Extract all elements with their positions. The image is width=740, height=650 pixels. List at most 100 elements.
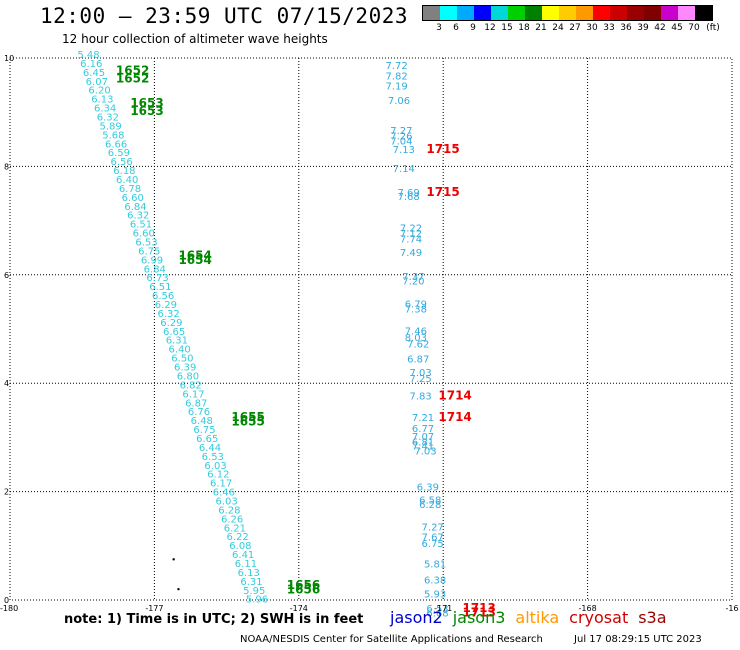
legend-swatch [491,6,508,20]
track-1-wave-height: 6.53 [135,238,157,249]
legend-swatch [457,6,474,20]
track-1-wave-height: 6.59 [108,148,130,159]
track-2-wave-height: 5.81 [424,559,446,570]
legend-swatch [593,6,610,20]
legend-label: 39 [637,23,649,33]
track-1-wave-height: 6.82 [180,380,202,391]
track-1-wave-height: 6.31 [240,577,262,588]
legend-label: 18 [518,23,530,33]
track-1-wave-height: 6.78 [119,184,141,195]
legend-labels: 3 6 9 12 15 18 21 24 27 30 33 36 39 42 45 70 (ft) [422,21,720,33]
track-1-wave-height: 6.18 [113,166,135,177]
track-1-wave-height: 6.87 [185,398,207,409]
legend-label: 45 [671,23,683,33]
track-1-wave-height: 6.40 [169,345,191,356]
legend-swatch [610,6,627,20]
footer: NOAA/NESDIS Center for Satellite Applica… [240,634,702,645]
track-2-wave-height: 7.07 [412,432,434,443]
track-2-wave-height: 8.03 [405,333,427,344]
legend-label: 15 [501,23,513,33]
grid-layer [9,57,733,601]
legend-swatch [644,6,661,20]
x-tick-label: -168 [579,604,597,613]
y-tick-label: 6 [4,271,9,280]
legend-swatch [661,6,678,20]
track-1-wave-height: 5.48 [77,50,99,61]
track-1-time-label: 1656 [287,578,320,592]
track-1-wave-height: 6.26 [221,514,243,525]
track-1-wave-height: 5.89 [99,121,121,132]
track-1-wave-height: 5.68 [102,130,124,141]
track-1-wave-height: 6.84 [124,202,146,213]
track-1-wave-height: 6.32 [127,211,149,222]
track-1-wave-height: 6.22 [227,532,249,543]
track-2-wave-height: 7.27 [422,523,444,534]
track-1-time-label: 1656 [287,582,320,596]
track-1-wave-height: 6.34 [94,104,116,115]
legend-label: 30 [586,23,598,33]
track-1-wave-height: 6.66 [105,139,127,150]
track-2-wave-height: 6.39 [417,483,439,494]
track-2-wave-height: 6.87 [407,355,429,366]
track-1-wave-height: 6.20 [88,86,110,97]
track-2-wave-height: 7.13 [393,145,415,156]
track-1-wave-height: 6.75 [193,425,215,436]
track-1-time-label: 1652 [116,63,149,77]
satellite-altika: altika [515,608,560,627]
track-1-wave-height: 6.17 [182,389,204,400]
track-2-wave-height: 6.81 [412,438,434,449]
track-1-time-label: 1653 [130,96,163,110]
track-1-wave-height: 6.60 [133,229,155,240]
track-2-wave-height: 7.22 [400,223,422,234]
track-1-wave-height: 6.51 [149,282,171,293]
legend-label: 27 [569,23,581,33]
track-2-wave-height: 7.68 [397,192,419,203]
track-1-wave-height: 6.03 [215,496,237,507]
legend-swatch [559,6,576,20]
track-1-dot [172,558,175,561]
legend-swatch [440,6,457,20]
track-2-layer: 7.727.827.197.067.277.267.047.137.147.69… [385,61,495,619]
track-1-wave-height: 6.84 [144,264,166,275]
track-1-wave-height: 6.39 [174,363,196,374]
track-2-wave-height: 7.04 [390,137,412,148]
track-1-wave-height: 6.13 [238,568,260,579]
track-1-wave-height: 6.56 [111,157,133,168]
track-1-wave-height: 6.03 [204,461,226,472]
track-1-time-label: 1652 [116,71,149,85]
track-1-wave-height: 6.32 [157,309,179,320]
track-2-wave-height: 7.19 [385,81,407,92]
track-1-wave-height: 5.95 [243,586,265,597]
track-1-wave-height: 6.28 [218,505,240,516]
track-1-wave-height: 6.75 [138,246,160,257]
track-2-wave-height: 7.03 [414,447,436,458]
track-2-wave-height: 7.46 [405,326,427,337]
satellite-s3a: s3a [638,608,667,627]
satellite-cryosat: cryosat [569,608,629,627]
track-2-wave-height: 6.79 [405,299,427,310]
track-2-wave-height: 7.27 [390,126,412,137]
x-tick-label: -177 [145,604,163,613]
track-2-wave-height: 7.25 [410,374,432,385]
track-2-wave-height: 6.77 [412,424,434,435]
legend-swatch [576,6,593,20]
track-1-wave-height: 6.56 [152,291,174,302]
track-1-time-label: 1653 [130,104,163,118]
footer-timestamp: Jul 17 08:29:15 UTC 2023 [574,634,702,645]
track-1-layer: 5.486.166.456.076.206.136.346.325.895.68… [77,50,320,606]
satellite-legend: jason2 jason3 altika cryosat s3a [390,608,677,627]
track-1-time-label: 1654 [178,249,211,263]
legend-swatch [508,6,525,20]
map-frame [9,57,733,601]
legend-label: 36 [620,23,632,33]
legend-swatch [678,6,695,20]
track-1-time-label: 1654 [178,253,211,267]
y-tick-label: 4 [4,379,9,388]
y-tick-label: 8 [4,162,9,171]
track-2-wave-height: 6.38 [424,576,446,587]
track-1-wave-height: 6.29 [155,300,177,311]
track-2-wave-height: 7.37 [402,272,424,283]
legend-label: 70 [688,23,700,33]
track-2-wave-height: 6.68 [426,608,448,619]
